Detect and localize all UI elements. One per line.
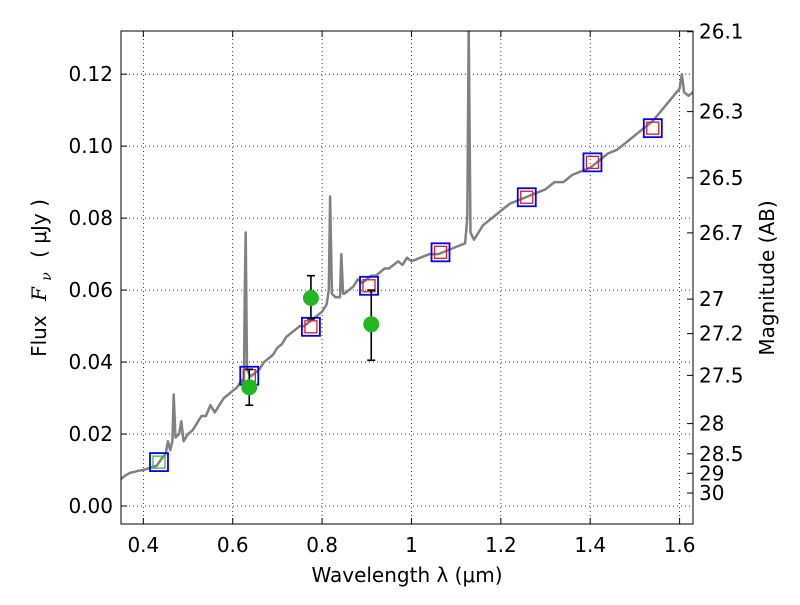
y-axis-label: Flux F ν ( μJy ) xyxy=(27,199,56,357)
y-tick-label: 0.00 xyxy=(68,494,113,518)
right-tick-label: 28 xyxy=(699,412,724,436)
model-inner-square-marker xyxy=(362,279,376,293)
model-inner-square-marker xyxy=(152,455,166,469)
right-tick-label: 26.3 xyxy=(699,100,744,124)
right-tick-label: 28.5 xyxy=(699,442,744,466)
y-axis-ticks: 0.00 0.02 0.04 0.06 0.08 0.10 0.12 xyxy=(68,62,127,518)
model-square-marker xyxy=(642,118,663,139)
model-square-marker xyxy=(430,242,451,263)
x-tick-label: 1.4 xyxy=(574,533,606,557)
model-inner-square-marker xyxy=(520,190,534,204)
x-tick-label: 0.4 xyxy=(127,533,159,557)
y-tick-label: 0.12 xyxy=(68,62,113,86)
model-inner-square-marker xyxy=(433,245,448,259)
y-tick-label: 0.10 xyxy=(68,134,113,158)
x-tick-label: 1 xyxy=(405,533,418,557)
right-tick-label: 27.5 xyxy=(699,363,744,387)
right-tick-label: 26.7 xyxy=(699,221,744,245)
y-tick-label: 0.08 xyxy=(68,206,113,230)
svg-text:Flux F ν: Flux F ν ( μJy ) xyxy=(27,199,56,357)
x-tick-label: 1.6 xyxy=(664,533,696,557)
model-inner-square-marker xyxy=(585,155,600,169)
y-axis-label-subscript: ν xyxy=(39,272,55,281)
right-axis-label: Magnitude (AB) xyxy=(755,200,779,355)
x-tick-label: 0.6 xyxy=(217,533,249,557)
x-tick-label: 0.8 xyxy=(306,533,338,557)
model-inner-square-marker xyxy=(304,320,318,334)
grid-lines xyxy=(121,31,693,524)
model-square-marker xyxy=(582,152,603,173)
x-axis-ticks: 0.4 0.6 0.8 1 1.2 1.4 1.6 xyxy=(127,31,696,557)
x-axis-label: Wavelength λ (μm) xyxy=(311,563,502,587)
observed-flux-point xyxy=(363,316,380,333)
y-tick-label: 0.02 xyxy=(68,422,113,446)
model-square-marker xyxy=(516,187,537,208)
y-tick-label: 0.04 xyxy=(68,350,113,374)
model-square-marker xyxy=(359,275,379,296)
model-inner-square-marker xyxy=(646,121,660,135)
model-square-marker xyxy=(149,452,169,473)
x-tick-label: 1.2 xyxy=(485,533,517,557)
y-axis-label-unit: ( μJy ) xyxy=(27,199,51,258)
y-tick-label: 0.06 xyxy=(68,278,113,302)
observed-flux-point xyxy=(302,290,319,307)
observed-flux-point xyxy=(241,379,258,396)
right-tick-label: 27.2 xyxy=(699,322,744,346)
plot-area xyxy=(121,31,693,480)
right-tick-label: 26.1 xyxy=(699,20,744,44)
spectrum-line xyxy=(121,31,693,480)
plot-frame xyxy=(120,30,694,525)
y-axis-label-prefix: Flux xyxy=(27,315,51,357)
right-tick-label: 29 xyxy=(699,461,724,485)
y-axis-label-symbol: F xyxy=(27,286,51,302)
right-tick-label: 26.5 xyxy=(699,166,744,190)
right-tick-label: 30 xyxy=(699,481,724,505)
right-tick-label: 27 xyxy=(699,287,724,311)
